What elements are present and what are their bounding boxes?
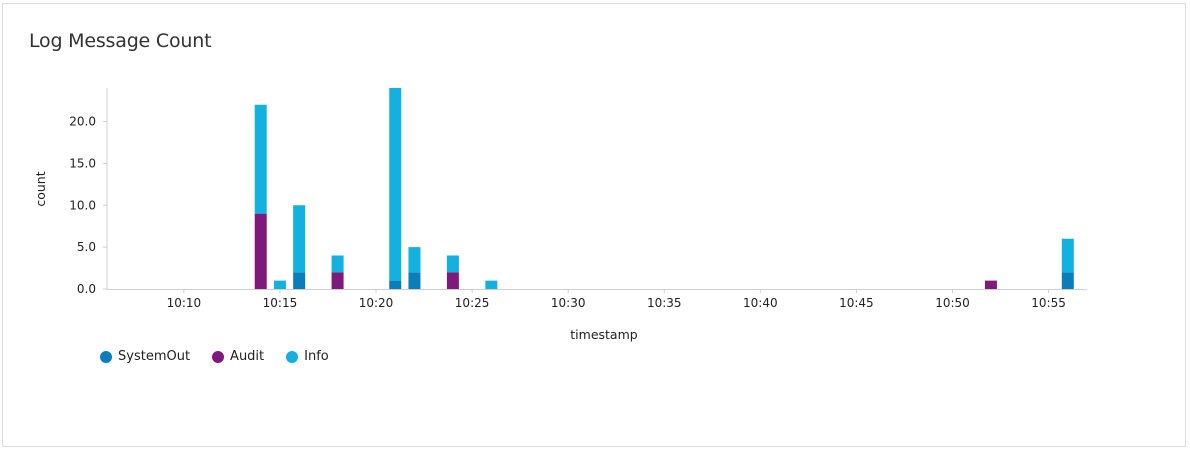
x-tick-label: 10:40 xyxy=(743,296,778,310)
chart-panel: Log Message Count xyxy=(2,3,1186,447)
y-tick-label: 10.0 xyxy=(69,198,96,212)
x-tick-label: 10:15 xyxy=(263,296,298,310)
bar-info xyxy=(389,88,402,281)
y-tick-label: 5.0 xyxy=(77,240,96,254)
y-tick-label: 20.0 xyxy=(69,115,96,129)
bar-info xyxy=(485,280,498,289)
bar-info xyxy=(408,247,421,273)
legend: SystemOut Audit Info xyxy=(100,349,351,364)
bar-audit xyxy=(446,272,459,289)
y-tick-label: 15.0 xyxy=(69,156,96,170)
x-tick-label: 10:55 xyxy=(1031,296,1066,310)
bar-audit xyxy=(331,272,344,289)
bar-systemout xyxy=(293,272,306,289)
y-axis-title: count xyxy=(33,171,48,206)
bar-info xyxy=(254,104,267,214)
bar-systemout xyxy=(389,280,402,289)
bar-systemout xyxy=(408,272,421,289)
x-tick-label: 10:20 xyxy=(359,296,394,310)
legend-label: Audit xyxy=(230,349,265,364)
legend-label: Info xyxy=(304,349,329,364)
y-tick-label: 0.0 xyxy=(77,282,96,296)
legend-swatch xyxy=(212,350,225,363)
x-tick-label: 10:25 xyxy=(455,296,490,310)
bar-audit xyxy=(984,280,997,289)
x-tick-label: 10:50 xyxy=(935,296,970,310)
bar-info xyxy=(331,255,344,273)
x-tick-label: 10:10 xyxy=(167,296,202,310)
legend-item-info[interactable]: Info xyxy=(286,349,329,364)
legend-label: SystemOut xyxy=(118,349,191,364)
bar-info xyxy=(293,205,306,273)
x-tick-label: 10:30 xyxy=(551,296,586,310)
panel-title: Log Message Count xyxy=(29,30,212,52)
legend-item-audit[interactable]: Audit xyxy=(212,349,264,364)
bar-info xyxy=(1061,238,1074,273)
x-tick-label: 10:35 xyxy=(647,296,682,310)
bar-systemout xyxy=(1061,272,1074,289)
bar-audit xyxy=(254,213,267,289)
bar-info xyxy=(446,255,459,273)
x-tick-label: 10:45 xyxy=(839,296,874,310)
legend-item-systemout[interactable]: SystemOut xyxy=(100,349,190,364)
legend-swatch xyxy=(100,350,112,363)
bar-info xyxy=(273,280,286,289)
legend-swatch xyxy=(286,350,299,363)
x-axis-title: timestamp xyxy=(570,327,637,342)
